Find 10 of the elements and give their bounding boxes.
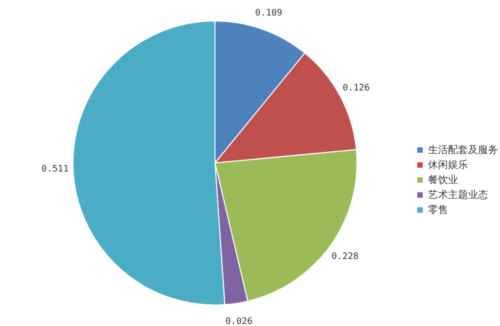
legend-label: 休闲娱乐 <box>428 159 468 171</box>
data-label: 0.109 <box>255 8 282 18</box>
data-label: 0.126 <box>342 84 370 94</box>
legend-label: 餐饮业 <box>428 174 458 186</box>
data-label: 0.026 <box>225 317 253 326</box>
legend-label: 生活配套及服务 <box>428 144 498 156</box>
data-label: 0.228 <box>331 252 359 262</box>
data-label: 0.511 <box>42 164 69 175</box>
legend-label: 零售 <box>428 204 448 216</box>
legend-label: 艺术主题业态 <box>428 189 488 201</box>
